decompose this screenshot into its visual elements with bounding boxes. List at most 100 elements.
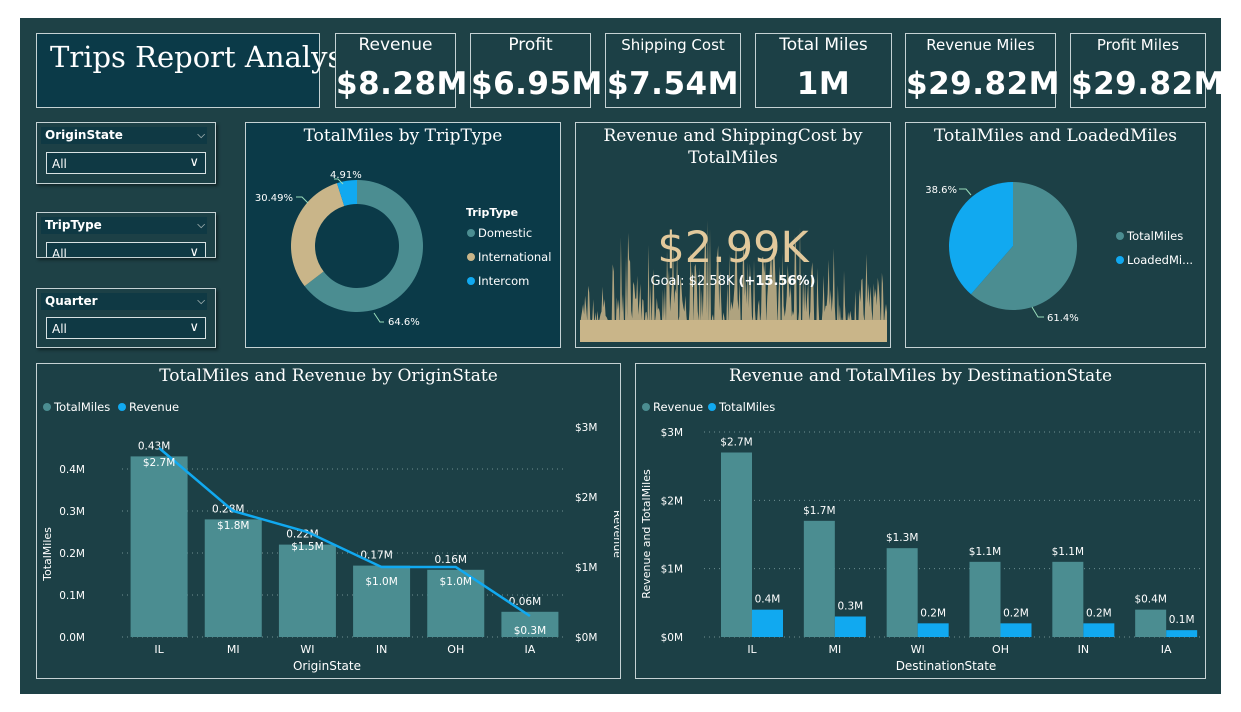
bar-revenue-WI[interactable]	[886, 548, 918, 637]
bar-data-label: 0.2M	[1086, 607, 1112, 619]
legend-marker[interactable]	[467, 277, 475, 285]
kpi-card-shipping-cost[interactable]: Shipping Cost $7.54M	[605, 33, 741, 108]
pie-chart[interactable]: 61.4% 38.6% TotalMiles LoadedMi...	[906, 123, 1204, 346]
kpi-label: Revenue	[358, 35, 433, 55]
donut-data-label: 30.49%	[255, 193, 293, 204]
y-axis-title: TotalMiles	[41, 527, 54, 582]
bar-revenue-IA[interactable]	[1135, 609, 1167, 637]
donut-slice-domestic[interactable]	[304, 180, 423, 312]
bar-total-miles-IN[interactable]	[353, 565, 411, 637]
legend-marker[interactable]	[708, 403, 716, 411]
x-tick-label: IL	[154, 643, 164, 656]
origin-state-dropdown[interactable]: All ∨	[46, 152, 206, 174]
legend-marker[interactable]	[43, 403, 51, 411]
chevron-down-icon: ⌵	[197, 130, 205, 141]
y2-tick-label: $2M	[575, 492, 597, 504]
origin-state-chart-panel[interactable]: TotalMiles and Revenue by OriginState To…	[36, 363, 621, 679]
line-data-label: $0.3M	[514, 625, 546, 637]
bar-data-label: $1.1M	[1052, 546, 1084, 558]
donut-slice-intercom[interactable]	[336, 180, 357, 206]
bar-data-label: $1.3M	[886, 532, 918, 544]
y-axis-title: Revenue and TotalMiles	[640, 469, 653, 599]
combo-chart[interactable]: TotalMiles Revenue 0.0M 0.1M 0.2M 0.3M 0.4M $0M…	[37, 364, 619, 677]
legend-entry: Intercom	[478, 274, 529, 288]
pie-data-label: 38.6%	[925, 185, 957, 196]
report-title-box: Trips Report Analysis	[36, 33, 367, 108]
pie-slice-loaded-miles[interactable]	[949, 182, 1013, 295]
bar-revenue-MI[interactable]	[803, 520, 835, 637]
legend-marker[interactable]	[1116, 256, 1124, 264]
kpi-card-revenue-miles[interactable]: Revenue Miles $29.82M	[905, 33, 1059, 108]
legend-marker[interactable]	[467, 229, 475, 237]
slicer-origin-state[interactable]: OriginState ⌵ All ∨	[36, 122, 216, 184]
legend-title: TripType	[466, 206, 518, 219]
bar-total-miles-IL[interactable]	[752, 609, 783, 637]
legend-entry: Revenue	[129, 400, 179, 414]
slicer-trip-type[interactable]: TripType ⌵ All ∨	[36, 212, 216, 258]
pie-chart-panel[interactable]: TotalMiles and LoadedMiles 61.4% 38.6% Tot…	[905, 122, 1206, 348]
x-tick-label: MI	[828, 643, 841, 656]
kpi-card-profit-miles[interactable]: Profit Miles $29.82M	[1070, 33, 1225, 108]
bar-total-miles-MI[interactable]	[834, 616, 866, 638]
area-chart[interactable]	[576, 123, 889, 346]
bar-total-miles-IA[interactable]	[1166, 630, 1198, 637]
x-tick-label: IA	[1161, 643, 1172, 656]
leader-line	[334, 178, 344, 185]
donut-chart[interactable]: 64.6% 30.49% 4.91% TripType Domestic Internat…	[246, 123, 559, 346]
report-title: Trips Report Analysis	[50, 40, 367, 74]
legend-marker[interactable]	[1116, 232, 1124, 240]
bar-total-miles-OH[interactable]	[1000, 623, 1032, 637]
bar-data-label: 0.06M	[509, 596, 541, 608]
x-tick-label: OH	[992, 643, 1009, 656]
dropdown-value: All	[52, 157, 67, 171]
revenue-shipping-panel[interactable]: Revenue and ShippingCost by TotalMiles $…	[575, 122, 891, 348]
bar-revenue-OH[interactable]	[969, 561, 1001, 637]
trip-type-dropdown[interactable]: All ∨	[46, 242, 206, 258]
kpi-label: Profit Miles	[1096, 36, 1180, 54]
pie-slice-total-miles[interactable]	[970, 182, 1077, 310]
kpi-card-revenue[interactable]: Revenue $8.28M	[335, 33, 467, 108]
chevron-down-icon[interactable]: ∨	[189, 155, 199, 170]
bar-total-miles-WI[interactable]	[917, 623, 949, 637]
donut-chart-panel[interactable]: TotalMiles by TripType 64.6% 30.49% 4.91% T…	[245, 122, 561, 348]
kpi-goal: Goal: $2.58K (+15.56%)	[576, 274, 890, 289]
kpi-card-total-miles[interactable]: Total Miles 1M	[755, 33, 892, 108]
kpi-value: $29.82M	[1071, 66, 1225, 102]
x-tick-label: IL	[747, 643, 757, 656]
dropdown-value: All	[52, 247, 67, 258]
clustered-bar-chart[interactable]: Revenue TotalMiles $0M $1M $2M $3M Revenue and…	[636, 364, 1204, 677]
chart-title: Revenue and ShippingCost by TotalMiles	[603, 126, 863, 168]
goal-text: Goal: $2.58K	[650, 274, 735, 289]
bar-total-miles-IL[interactable]	[130, 456, 188, 637]
bar-data-label: 0.43M	[138, 440, 170, 452]
area-series	[580, 220, 887, 342]
chart-title: TotalMiles by TripType	[303, 126, 503, 146]
legend-entry: TotalMiles	[1126, 229, 1183, 243]
chevron-down-icon: ⌵	[197, 296, 205, 307]
kpi-card-profit[interactable]: Profit $6.95M	[470, 33, 602, 108]
donut-slice-international[interactable]	[291, 183, 345, 287]
bar-total-miles-IN[interactable]	[1083, 623, 1115, 637]
legend-marker[interactable]	[118, 403, 126, 411]
bar-revenue-IN[interactable]	[1052, 561, 1084, 637]
area-base[interactable]	[580, 320, 887, 342]
y2-tick-label: $1M	[575, 562, 597, 574]
slicer-quarter[interactable]: Quarter ⌵ All ∨	[36, 288, 216, 348]
slicer-header: TripType ⌵	[41, 217, 207, 234]
y-tick-label: $0M	[661, 632, 683, 644]
legend-marker[interactable]	[467, 253, 475, 261]
quarter-dropdown[interactable]: All ∨	[46, 317, 206, 339]
y2-tick-label: $0M	[575, 632, 597, 644]
chevron-down-icon[interactable]: ∨	[189, 320, 199, 335]
chart-title: TotalMiles and Revenue by OriginState	[159, 366, 498, 386]
line-data-label: $2.7M	[143, 457, 175, 469]
destination-state-chart-panel[interactable]: Revenue and TotalMiles by DestinationSta…	[635, 363, 1206, 679]
x-tick-label: IN	[1078, 643, 1089, 656]
chevron-down-icon[interactable]: ∨	[189, 245, 199, 258]
x-tick-label: MI	[227, 643, 240, 656]
legend-marker[interactable]	[642, 403, 650, 411]
bar-total-miles-WI[interactable]	[278, 544, 336, 637]
bar-total-miles-MI[interactable]	[204, 519, 262, 637]
bar-data-label: 0.17M	[360, 550, 392, 562]
bar-revenue-IL[interactable]	[721, 452, 752, 638]
